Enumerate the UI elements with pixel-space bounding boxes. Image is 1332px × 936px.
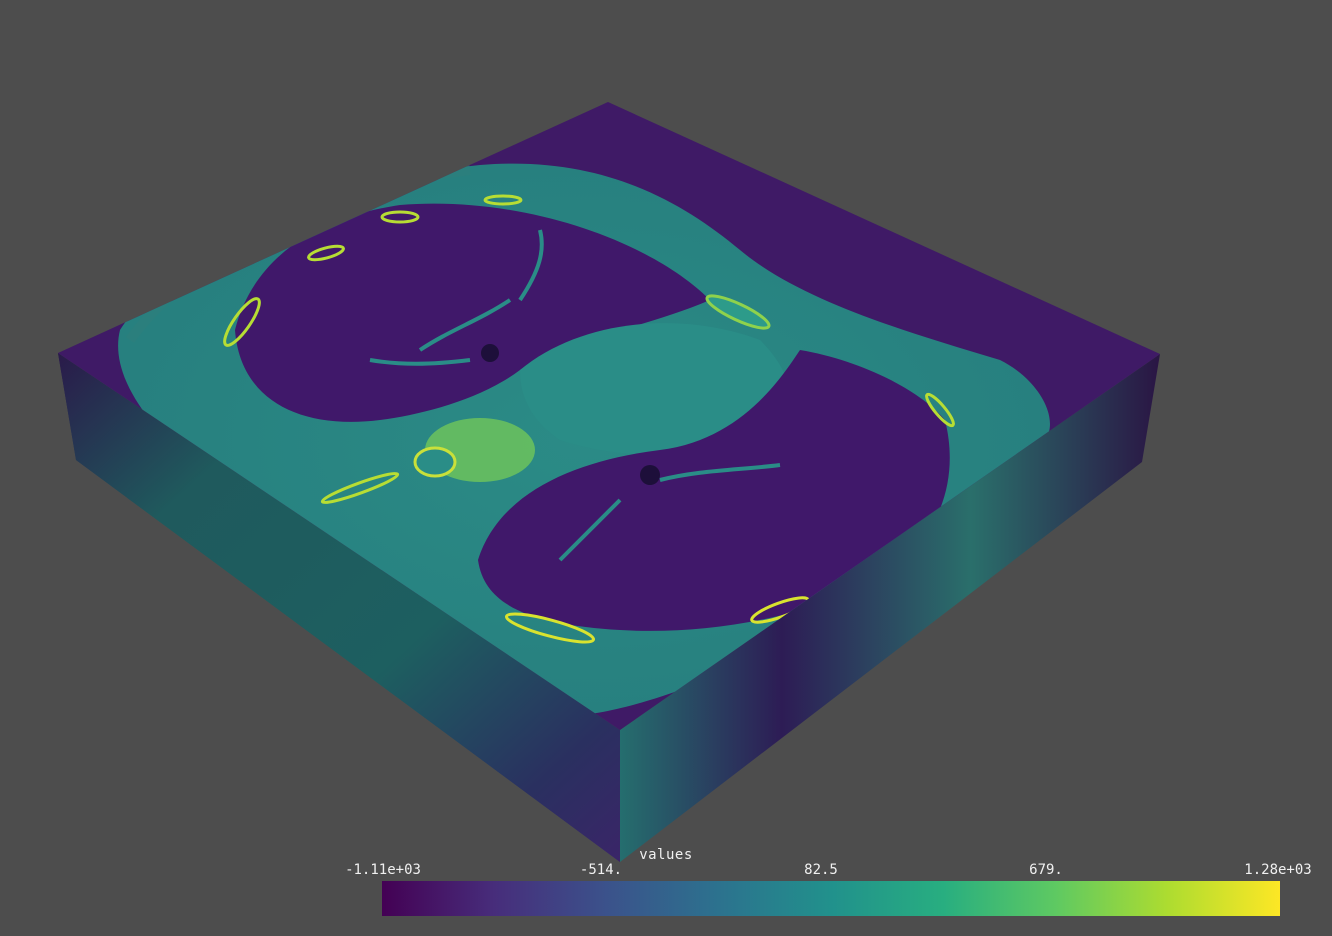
lung-right [478, 350, 950, 631]
scalar-bar-tick-max: 1.28e+03 [1244, 862, 1312, 878]
scalar-bar-tick-3: 82.5 [804, 862, 838, 878]
scalar-bar-colorbar [382, 881, 1280, 916]
volume-side-right [620, 354, 1160, 862]
scalar-bar-tick-min: -1.11e+03 [345, 862, 421, 878]
lung-left [235, 203, 710, 422]
scalar-bar-tick-2: -514. [579, 862, 623, 878]
volume-side-left-fill [58, 353, 620, 862]
aorta [413, 446, 457, 478]
scalar-bar-tick-4: 679. [1029, 862, 1063, 878]
heart [520, 323, 790, 455]
scalar-bar-title: values [639, 847, 693, 863]
